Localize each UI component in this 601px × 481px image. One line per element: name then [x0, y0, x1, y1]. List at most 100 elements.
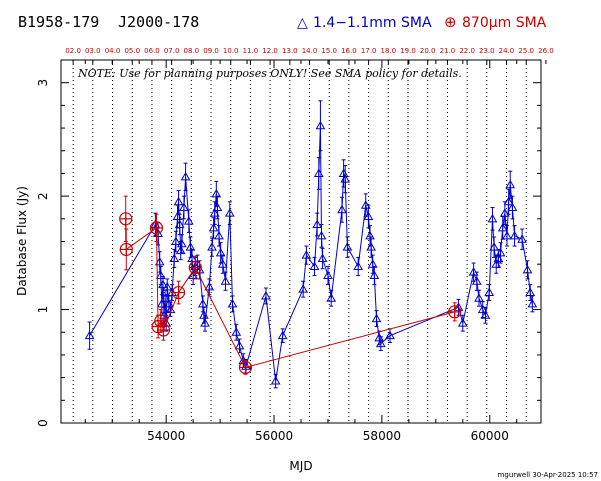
data-point-triangle — [309, 261, 320, 270]
top-year-tick-label: 08.0 — [184, 47, 200, 55]
data-point-triangle — [326, 293, 337, 302]
data-point-triangle — [211, 188, 222, 198]
data-point-triangle — [176, 238, 187, 248]
data-point-circled-plus — [448, 305, 462, 319]
top-year-tick-label: 02.0 — [65, 47, 81, 55]
data-point-triangle — [316, 230, 327, 240]
data-point-triangle — [179, 202, 189, 211]
data-point-triangle — [503, 196, 514, 206]
data-point-triangle — [502, 230, 512, 240]
top-year-tick-label: 26.0 — [538, 47, 554, 55]
series-line — [125, 218, 455, 369]
data-point-triangle — [342, 242, 353, 251]
data-point-triangle — [385, 330, 395, 340]
top-year-tick-label: 24.0 — [499, 47, 515, 55]
data-point-triangle — [155, 270, 166, 280]
data-point-triangle — [457, 318, 468, 327]
data-point-triangle — [220, 276, 231, 285]
top-year-tick-label: 12.0 — [262, 47, 278, 55]
top-year-tick-label: 20.0 — [420, 47, 436, 55]
top-year-tick-label: 07.0 — [164, 47, 180, 55]
data-point-circled-plus — [149, 221, 164, 235]
data-point-triangle — [234, 340, 245, 350]
data-point-triangle — [323, 270, 333, 280]
top-year-tick-label: 14.0 — [302, 47, 318, 55]
data-point-circled-plus — [156, 323, 171, 337]
legend-blue-symbol: △ — [297, 15, 308, 31]
data-point-triangle — [171, 236, 181, 245]
data-point-triangle — [365, 230, 375, 240]
data-point-triangle — [477, 304, 488, 314]
top-year-tick-label: 15.0 — [321, 47, 337, 55]
data-point-triangle — [212, 202, 223, 211]
data-point-triangle — [175, 245, 186, 255]
source-name-b1950: B1958-179 — [18, 13, 99, 31]
source-name-j2000: J2000-178 — [118, 13, 199, 31]
data-point-triangle — [375, 338, 386, 348]
top-year-tick-label: 23.0 — [479, 47, 495, 55]
legend-red-symbol: ⊕ — [444, 13, 457, 31]
x-tick-label: 58000 — [363, 429, 401, 443]
data-series — [84, 100, 538, 389]
top-year-tick-label: 06.0 — [144, 47, 160, 55]
data-point-triangle — [484, 287, 495, 297]
data-point-triangle — [471, 276, 482, 285]
data-point-circled-plus — [238, 360, 253, 375]
data-point-triangle — [169, 253, 180, 263]
x-tick-label: 56000 — [255, 429, 293, 443]
data-point-triangle — [158, 279, 168, 289]
data-point-triangle — [180, 171, 191, 181]
y-tick-label: 1 — [36, 306, 50, 314]
series-red — [119, 195, 462, 375]
plot-frame — [60, 59, 542, 424]
data-point-triangle — [156, 298, 167, 308]
data-point-triangle — [509, 230, 520, 240]
data-point-triangle — [353, 261, 364, 270]
data-point-triangle — [522, 264, 533, 274]
data-point-circled-plus — [154, 314, 168, 328]
x-tick-label: 60000 — [471, 429, 509, 443]
data-point-triangle — [495, 247, 506, 257]
data-point-triangle — [340, 174, 351, 183]
data-point-triangle — [500, 208, 510, 217]
data-point-triangle — [209, 208, 220, 217]
data-point-triangle — [173, 196, 184, 206]
data-point-triangle — [154, 256, 165, 266]
data-point-triangle — [204, 281, 215, 291]
data-point-triangle — [367, 259, 378, 268]
data-point-triangle — [162, 281, 173, 291]
y-tick-label: 0 — [36, 419, 50, 427]
data-point-triangle — [337, 204, 347, 214]
data-point-triangle — [507, 202, 518, 211]
y-tick-label: 2 — [36, 192, 50, 200]
data-point-triangle — [161, 318, 172, 327]
data-point-triangle — [497, 222, 508, 232]
data-point-triangle — [312, 219, 323, 228]
data-point-triangle — [217, 259, 228, 268]
top-year-tick-label: 22.0 — [459, 47, 475, 55]
data-point-triangle — [174, 219, 185, 228]
top-year-tick-label: 09.0 — [203, 47, 219, 55]
data-point-triangle — [200, 318, 210, 327]
data-point-triangle — [183, 216, 194, 225]
axis-ticks: 54000 56000 58000 60000 0 1 2 3 — [36, 60, 541, 443]
top-year-tick-label: 19.0 — [400, 47, 416, 55]
data-point-triangle — [371, 313, 382, 323]
year-grid — [72, 60, 527, 423]
data-point-triangle — [527, 298, 538, 308]
top-year-tick-label: 03.0 — [85, 47, 101, 55]
legend-red-label: 870μm SMA — [462, 15, 547, 31]
series-line — [89, 125, 533, 382]
top-year-tick-label: 25.0 — [518, 47, 534, 55]
data-point-triangle — [453, 302, 464, 311]
data-point-triangle — [227, 298, 238, 308]
data-point-triangle — [313, 168, 324, 177]
top-year-tick-label: 10.0 — [223, 47, 239, 55]
y-tick-label: 3 — [36, 79, 50, 87]
data-point-triangle — [270, 376, 281, 385]
top-year-labels: 02.0 03.0 04.0 05.0 06.0 07.0 08.0 09.0 10.0 11.0… — [65, 47, 554, 64]
data-point-triangle — [215, 247, 226, 257]
top-year-tick-label: 05.0 — [124, 47, 140, 55]
top-year-tick-label: 17.0 — [361, 47, 377, 55]
